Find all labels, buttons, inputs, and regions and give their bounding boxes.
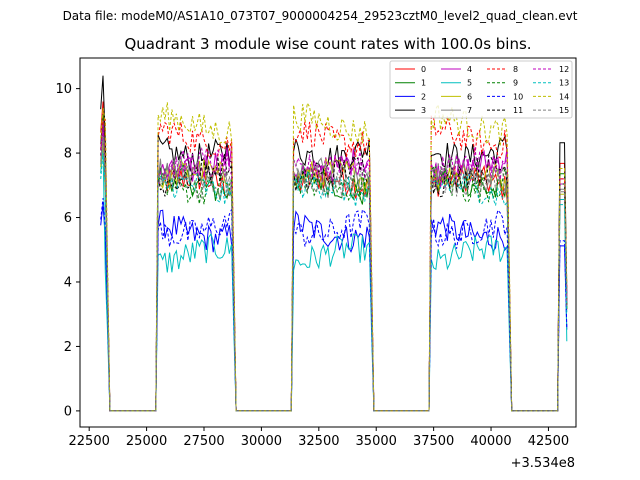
series-line-12 bbox=[100, 127, 568, 412]
y-tick-label: 4 bbox=[64, 275, 72, 290]
series-line-6 bbox=[100, 140, 568, 412]
legend-label-8: 8 bbox=[513, 65, 518, 74]
series-line-14 bbox=[100, 101, 568, 412]
x-offset-label: +3.534e8 bbox=[511, 456, 575, 471]
legend-label-9: 9 bbox=[513, 79, 518, 88]
chart-title: Quadrant 3 module wise count rates with … bbox=[124, 35, 531, 53]
legend-label-1: 1 bbox=[421, 79, 426, 88]
x-tick-label: 32500 bbox=[298, 434, 339, 449]
series-line-15 bbox=[100, 136, 568, 412]
legend-label-4: 4 bbox=[467, 65, 472, 74]
x-tick-label: 37500 bbox=[413, 434, 454, 449]
x-tick-label: 22500 bbox=[69, 434, 110, 449]
plot-area: 22500 25000 27500 30000 32500 35000 37500 40000… bbox=[55, 57, 577, 471]
y-tick-label: 2 bbox=[64, 340, 72, 355]
legend-label-7: 7 bbox=[467, 106, 472, 115]
legend-frame bbox=[389, 60, 573, 119]
x-tick-label: 25000 bbox=[126, 434, 167, 449]
legend-label-15: 15 bbox=[559, 106, 569, 115]
x-tick-label: 30000 bbox=[241, 434, 282, 449]
series-line-10 bbox=[100, 198, 568, 412]
x-tick-label: 42500 bbox=[528, 434, 569, 449]
legend-label-14: 14 bbox=[559, 92, 569, 101]
x-tick-label: 40000 bbox=[470, 434, 511, 449]
x-tick-label: 35000 bbox=[356, 434, 397, 449]
y-tick-label: 10 bbox=[55, 82, 72, 97]
series-line-2 bbox=[100, 204, 568, 412]
x-tick-label: 27500 bbox=[183, 434, 224, 449]
x-axis: 22500 25000 27500 30000 32500 35000 37500 40000… bbox=[69, 427, 569, 449]
y-tick-label: 0 bbox=[64, 404, 72, 419]
legend-label-5: 5 bbox=[467, 79, 472, 88]
data-file-suptitle: Data file: modeM0/AS1A10_073T07_90000042… bbox=[63, 9, 578, 23]
series-line-8 bbox=[100, 115, 568, 412]
legend-label-13: 13 bbox=[559, 79, 569, 88]
legend-label-12: 12 bbox=[559, 65, 569, 74]
legend-label-6: 6 bbox=[467, 92, 472, 101]
series-line-7 bbox=[100, 133, 568, 412]
series-line-11 bbox=[100, 127, 568, 412]
y-tick-label: 6 bbox=[64, 211, 72, 226]
axes-frame bbox=[79, 57, 577, 428]
legend-label-3: 3 bbox=[421, 106, 426, 115]
legend-label-10: 10 bbox=[513, 92, 523, 101]
legend-label-11: 11 bbox=[513, 106, 523, 115]
series-layer bbox=[100, 75, 568, 412]
y-axis: 0 2 4 6 8 10 bbox=[55, 82, 80, 419]
y-tick-label: 8 bbox=[64, 147, 72, 162]
legend-label-0: 0 bbox=[421, 65, 426, 74]
legend-label-2: 2 bbox=[421, 92, 426, 101]
